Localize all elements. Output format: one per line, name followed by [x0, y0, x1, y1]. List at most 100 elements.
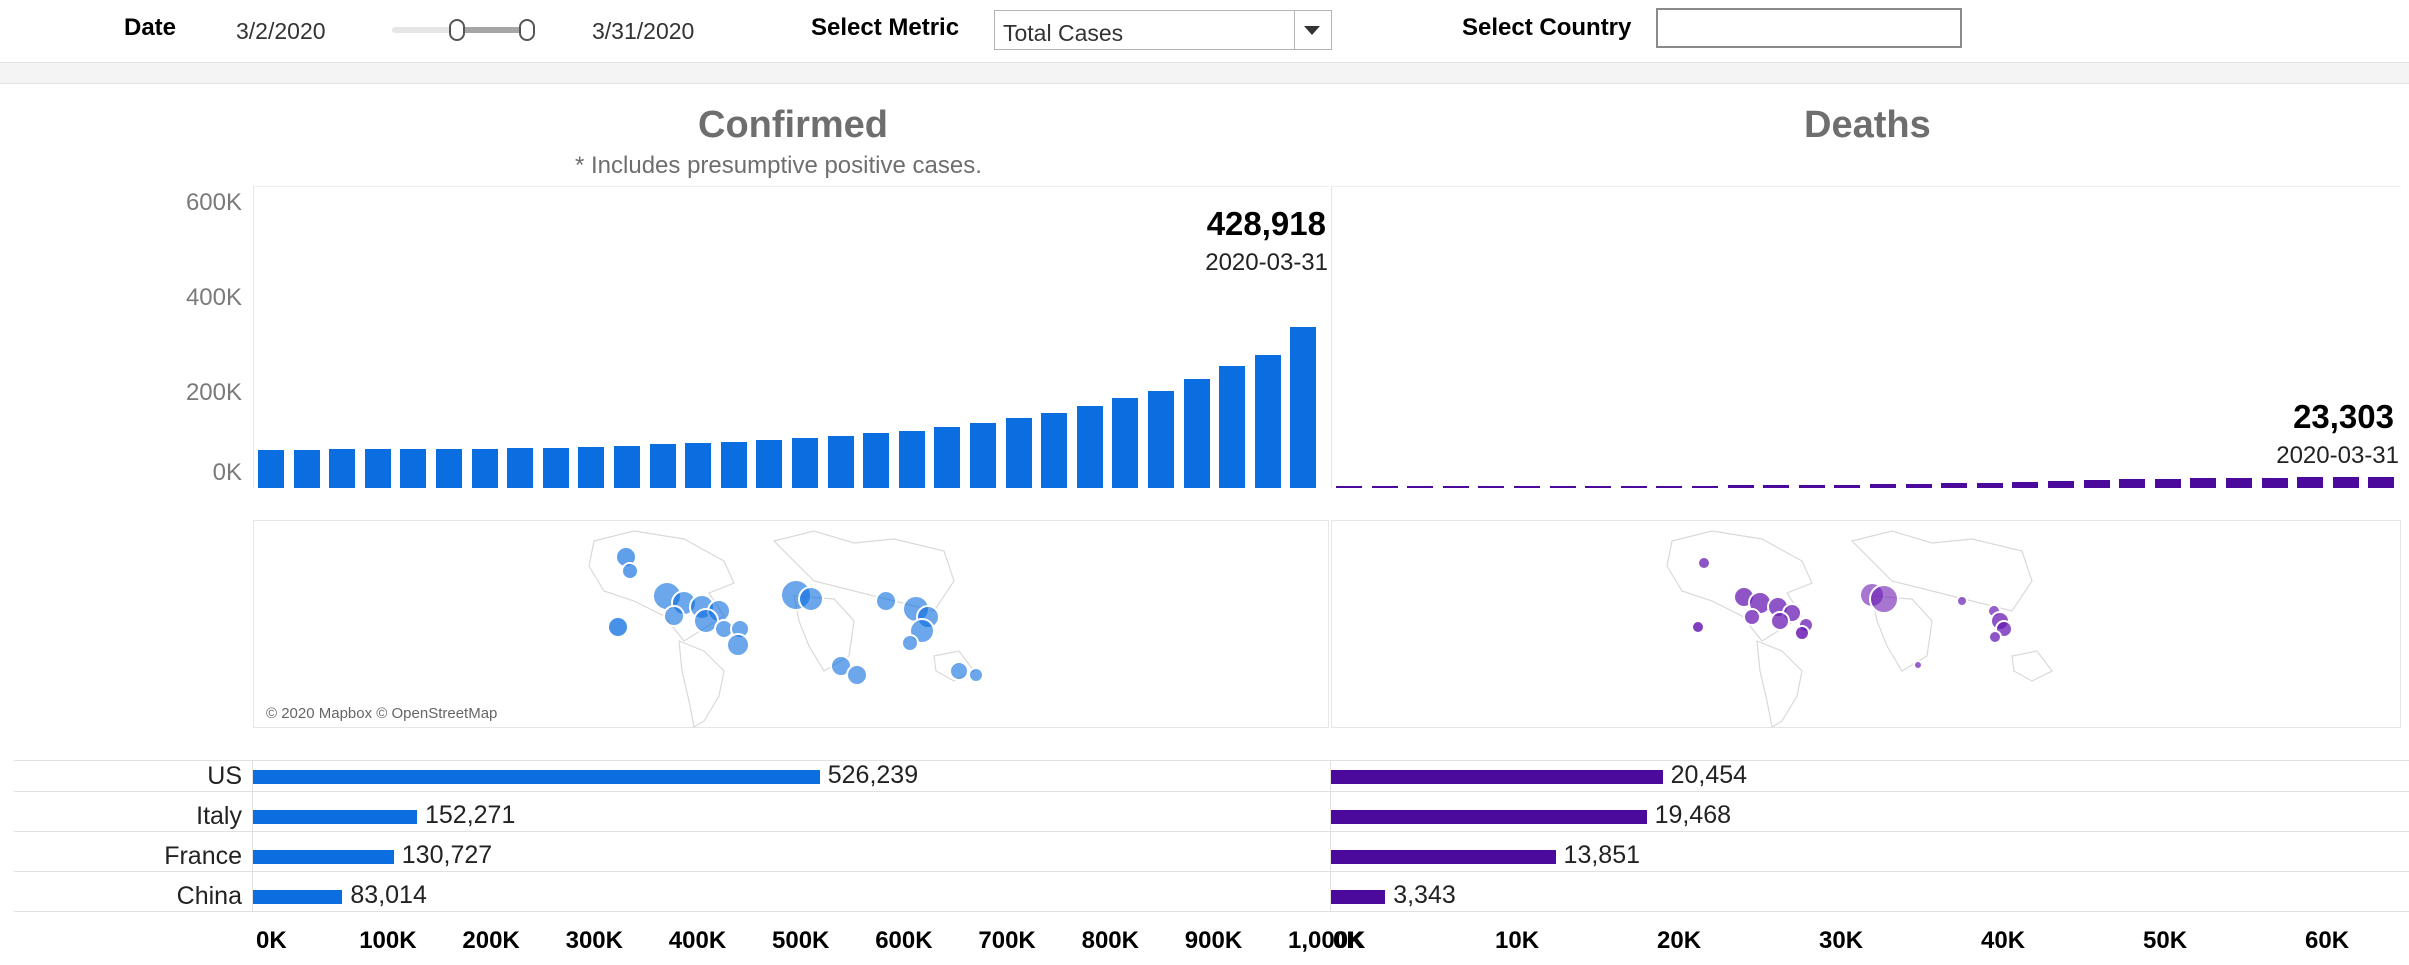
- confirmed-bar[interactable]: [1041, 413, 1068, 488]
- deaths-bar[interactable]: [1585, 486, 1612, 488]
- deaths-bar-chart[interactable]: [1331, 186, 2401, 488]
- deaths-bar[interactable]: [2190, 478, 2217, 488]
- confirmed-bar[interactable]: [1112, 397, 1139, 488]
- confirmed-bar[interactable]: [863, 433, 890, 488]
- date-start-handle[interactable]: [449, 19, 465, 41]
- confirmed-country-bar[interactable]: [253, 810, 417, 824]
- map-bubble[interactable]: [1743, 608, 1761, 626]
- map-bubble[interactable]: [798, 586, 824, 612]
- map-bubble[interactable]: [968, 667, 984, 683]
- deaths-bar[interactable]: [1870, 484, 1896, 488]
- deaths-bar[interactable]: [1478, 486, 1505, 488]
- map-bubble[interactable]: [1956, 595, 1968, 607]
- confirmed-bar[interactable]: [649, 444, 676, 488]
- date-end-handle[interactable]: [519, 19, 535, 41]
- country-label[interactable]: Italy: [196, 802, 242, 830]
- deaths-bar[interactable]: [1656, 485, 1683, 488]
- deaths-bar[interactable]: [1727, 485, 1754, 488]
- map-bubble[interactable]: [1988, 630, 2002, 644]
- confirmed-bar[interactable]: [685, 443, 712, 488]
- chevron-down-icon[interactable]: [1304, 26, 1320, 35]
- deaths-bar[interactable]: [2297, 477, 2324, 488]
- map-bubble[interactable]: [846, 664, 868, 686]
- confirmed-bar[interactable]: [827, 435, 854, 488]
- country-label[interactable]: China: [176, 882, 242, 910]
- confirmed-bar[interactable]: [1076, 405, 1103, 488]
- confirmed-bar[interactable]: [792, 438, 818, 488]
- confirmed-bar[interactable]: [1005, 418, 1032, 488]
- deaths-bar[interactable]: [2226, 477, 2252, 488]
- deaths-country-bar[interactable]: [1331, 810, 1647, 824]
- deaths-bar[interactable]: [1371, 486, 1398, 488]
- deaths-map[interactable]: [1331, 520, 2401, 728]
- confirmed-country-bar[interactable]: [253, 850, 394, 864]
- map-bubble[interactable]: [901, 634, 919, 652]
- deaths-country-bar[interactable]: [1331, 770, 1663, 784]
- map-bubble[interactable]: [949, 661, 969, 681]
- confirmed-bar[interactable]: [258, 449, 284, 488]
- country-label[interactable]: France: [164, 842, 242, 870]
- confirmed-country-bar[interactable]: [253, 890, 343, 904]
- confirmed-bar[interactable]: [1290, 327, 1317, 488]
- deaths-bar[interactable]: [1620, 486, 1647, 488]
- deaths-bar[interactable]: [1905, 483, 1932, 488]
- deaths-bar[interactable]: [2012, 482, 2039, 488]
- deaths-bar[interactable]: [1941, 483, 1968, 488]
- map-bubble[interactable]: [875, 590, 897, 612]
- confirmed-bar[interactable]: [1183, 378, 1210, 488]
- map-bubble[interactable]: [726, 633, 750, 657]
- deaths-bar[interactable]: [1407, 486, 1434, 488]
- confirmed-bar[interactable]: [614, 445, 640, 488]
- confirmed-bar[interactable]: [293, 449, 320, 488]
- deaths-bar[interactable]: [1514, 486, 1540, 488]
- deaths-bar[interactable]: [1692, 485, 1718, 488]
- confirmed-map[interactable]: © 2020 Mapbox © OpenStreetMap: [253, 520, 1329, 728]
- metric-dropdown[interactable]: Total Cases: [994, 10, 1332, 50]
- map-bubble[interactable]: [1794, 625, 1810, 641]
- map-bubble[interactable]: [1691, 620, 1705, 634]
- country-search-input[interactable]: [1656, 8, 1962, 48]
- deaths-bar[interactable]: [2332, 477, 2359, 488]
- deaths-country-bar[interactable]: [1331, 850, 1556, 864]
- confirmed-bar[interactable]: [578, 447, 605, 488]
- deaths-bar[interactable]: [2083, 480, 2110, 488]
- deaths-bar[interactable]: [1834, 484, 1861, 488]
- confirmed-bar[interactable]: [1254, 354, 1281, 488]
- confirmed-bar[interactable]: [898, 430, 925, 488]
- map-bubble[interactable]: [1913, 660, 1923, 670]
- deaths-bar[interactable]: [2368, 476, 2395, 488]
- confirmed-bar[interactable]: [1219, 365, 1246, 488]
- map-bubble[interactable]: [1697, 556, 1711, 570]
- confirmed-bar[interactable]: [542, 447, 569, 488]
- map-bubble[interactable]: [663, 605, 685, 627]
- confirmed-bar[interactable]: [720, 441, 747, 488]
- confirmed-bar[interactable]: [436, 448, 462, 488]
- deaths-bar[interactable]: [2261, 477, 2288, 488]
- deaths-bar[interactable]: [1442, 486, 1469, 488]
- deaths-bar[interactable]: [2154, 478, 2181, 488]
- confirmed-bar[interactable]: [970, 423, 996, 488]
- country-label[interactable]: US: [207, 762, 242, 790]
- deaths-bar[interactable]: [1763, 485, 1790, 488]
- confirmed-bar[interactable]: [400, 449, 427, 488]
- confirmed-bar-chart[interactable]: [253, 186, 1329, 488]
- deaths-bar[interactable]: [1798, 484, 1825, 488]
- confirmed-bar[interactable]: [934, 427, 961, 488]
- confirmed-bar[interactable]: [471, 448, 498, 488]
- confirmed-bar[interactable]: [364, 449, 391, 488]
- confirmed-country-bar[interactable]: [253, 770, 820, 784]
- confirmed-bar[interactable]: [507, 448, 534, 488]
- confirmed-bar[interactable]: [756, 439, 783, 488]
- deaths-bar[interactable]: [2119, 479, 2146, 488]
- deaths-bar[interactable]: [2048, 481, 2074, 488]
- deaths-bar[interactable]: [1549, 486, 1576, 488]
- deaths-country-bar[interactable]: [1331, 890, 1386, 904]
- map-bubble[interactable]: [607, 616, 629, 638]
- deaths-bar[interactable]: [1336, 486, 1362, 488]
- confirmed-bar[interactable]: [329, 449, 356, 488]
- deaths-bar[interactable]: [1976, 482, 2003, 488]
- confirmed-bar[interactable]: [1148, 390, 1174, 488]
- map-bubble[interactable]: [1869, 584, 1899, 614]
- map-bubble[interactable]: [621, 562, 639, 580]
- map-bubble[interactable]: [1770, 611, 1790, 631]
